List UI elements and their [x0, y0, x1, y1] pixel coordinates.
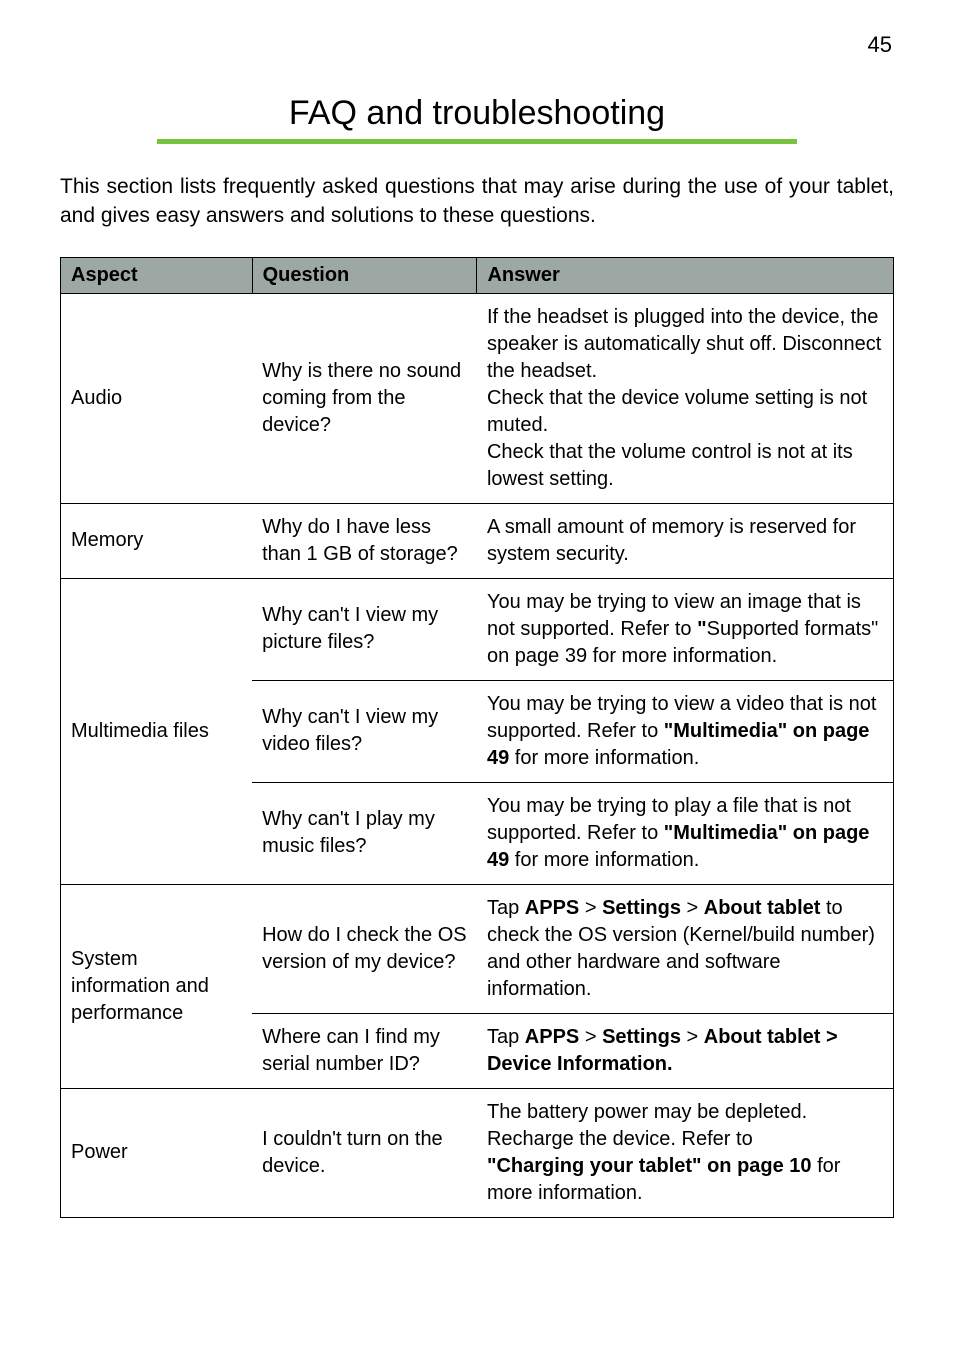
cell-answer: A small amount of memory is reserved for…: [477, 503, 894, 578]
table-row: Multimedia filesWhy can't I view my pict…: [61, 578, 894, 680]
intro-paragraph: This section lists frequently asked ques…: [60, 172, 894, 231]
cell-answer: You may be trying to play a file that is…: [477, 782, 894, 884]
col-header-aspect: Aspect: [61, 257, 253, 293]
title-underline: [157, 139, 797, 144]
cell-question: Why do I have less than 1 GB of storage?: [252, 503, 477, 578]
cell-answer: Tap APPS > Settings > About tablet to ch…: [477, 884, 894, 1013]
cell-aspect: System information and performance: [61, 884, 253, 1088]
cell-answer: The battery power may be depleted. Recha…: [477, 1088, 894, 1217]
cell-question: How do I check the OS version of my devi…: [252, 884, 477, 1013]
cell-answer: If the headset is plugged into the devic…: [477, 293, 894, 503]
cell-question: Where can I find my serial number ID?: [252, 1013, 477, 1088]
faq-table: Aspect Question Answer AudioWhy is there…: [60, 257, 894, 1218]
cell-aspect: Memory: [61, 503, 253, 578]
cell-answer: You may be trying to view an image that …: [477, 578, 894, 680]
cell-aspect: Multimedia files: [61, 578, 253, 884]
cell-answer: Tap APPS > Settings > About tablet > Dev…: [477, 1013, 894, 1088]
cell-question: I couldn't turn on the device.: [252, 1088, 477, 1217]
table-row: MemoryWhy do I have less than 1 GB of st…: [61, 503, 894, 578]
table-row: PowerI couldn't turn on the device.The b…: [61, 1088, 894, 1217]
page-number: 45: [868, 32, 892, 58]
col-header-answer: Answer: [477, 257, 894, 293]
table-row: System information and performanceHow do…: [61, 884, 894, 1013]
col-header-question: Question: [252, 257, 477, 293]
cell-aspect: Audio: [61, 293, 253, 503]
cell-aspect: Power: [61, 1088, 253, 1217]
cell-question: Why is there no sound coming from the de…: [252, 293, 477, 503]
table-row: AudioWhy is there no sound coming from t…: [61, 293, 894, 503]
page-title: FAQ and troubleshooting: [60, 94, 894, 133]
cell-answer: You may be trying to view a video that i…: [477, 680, 894, 782]
cell-question: Why can't I play my music files?: [252, 782, 477, 884]
cell-question: Why can't I view my picture files?: [252, 578, 477, 680]
table-header-row: Aspect Question Answer: [61, 257, 894, 293]
cell-question: Why can't I view my video files?: [252, 680, 477, 782]
faq-table-body: AudioWhy is there no sound coming from t…: [61, 293, 894, 1217]
